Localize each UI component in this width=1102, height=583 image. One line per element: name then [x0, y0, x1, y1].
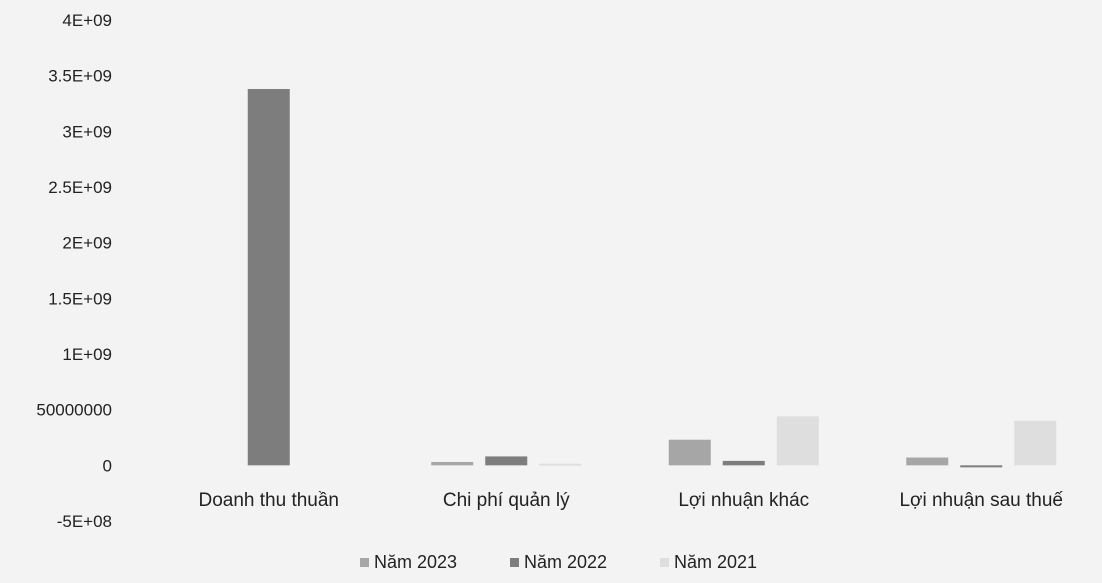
bar-3-2 [539, 463, 582, 466]
bar-3-4 [1014, 420, 1057, 466]
legend-label: Năm 2021 [674, 552, 757, 572]
bar-marks [247, 89, 1057, 468]
y-tick-label: 0 [103, 456, 112, 475]
x-category-label: Lợi nhuận sau thuế [899, 490, 1063, 511]
bar-2-2 [485, 456, 528, 466]
x-axis-category-labels: Doanh thu thuần Chi phí quản lý Lợi nhuận … [198, 490, 1063, 511]
bar-1-2 [431, 461, 474, 466]
x-category-label: Chi phí quản lý [443, 490, 570, 511]
y-tick-label: -5E+08 [57, 512, 112, 531]
y-tick-label: 1E+09 [62, 345, 112, 364]
legend: Năm 2023 Năm 2022 Năm 2021 [360, 552, 757, 572]
y-tick-label: 2E+09 [62, 234, 112, 253]
y-tick-label: 4E+09 [62, 11, 112, 30]
bar-2-4 [960, 465, 1003, 468]
bar-1-4 [906, 457, 949, 466]
x-category-label: Doanh thu thuần [198, 490, 339, 511]
bar-1-3 [668, 439, 711, 466]
bar-3-3 [776, 416, 819, 466]
legend-swatch [360, 558, 369, 567]
y-tick-label: 3.5E+09 [48, 67, 112, 86]
bar-2-3 [722, 460, 765, 466]
y-tick-label: 1.5E+09 [48, 289, 112, 308]
bar-2-1 [247, 89, 290, 466]
legend-label: Năm 2023 [374, 552, 457, 572]
x-category-label: Lợi nhuận khác [678, 490, 809, 511]
y-tick-label: 3E+09 [62, 122, 112, 141]
legend-swatch [660, 558, 669, 567]
y-axis-tick-labels: 4E+09 3.5E+09 3E+09 2.5E+09 2E+09 1.5E+09 1E+0… [36, 11, 112, 531]
y-tick-label: 50000000 [36, 401, 112, 420]
y-tick-label: 2.5E+09 [48, 178, 112, 197]
legend-label: Năm 2022 [524, 552, 607, 572]
legend-swatch [510, 558, 519, 567]
